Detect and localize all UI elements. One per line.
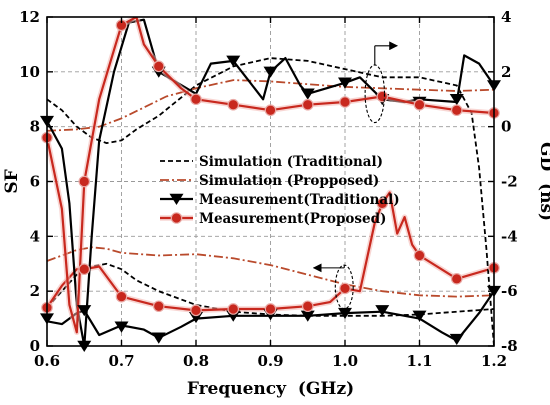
marker-meas_trad_gd bbox=[226, 55, 241, 67]
marker-meas_prop_gd bbox=[78, 175, 91, 188]
marker-meas_prop_sf bbox=[152, 300, 165, 313]
series-markers bbox=[40, 19, 501, 352]
marker-meas_trad_gd bbox=[449, 94, 464, 106]
marker-meas_trad_sf bbox=[151, 332, 166, 344]
marker-meas_prop_gd bbox=[152, 60, 165, 73]
y-axis-right-title: GD (ns) bbox=[536, 142, 550, 221]
marker-meas_prop_gd bbox=[227, 98, 240, 111]
x-axis-title: Frequency (GHz) bbox=[187, 379, 354, 399]
marker-meas_trad_sf bbox=[114, 321, 129, 333]
marker-meas_prop_sf bbox=[264, 303, 277, 315]
legend-label-meas_trad_sf: Measurement(Traditional) bbox=[199, 192, 400, 208]
y-right-tick-label: -8 bbox=[501, 337, 518, 355]
series-line-meas_prop_sf bbox=[47, 191, 494, 312]
marker-meas_trad_sf bbox=[449, 333, 464, 346]
series-line-sim_prop_gd bbox=[47, 79, 494, 132]
x-tick-label: 0.7 bbox=[108, 352, 134, 370]
y-right-tick-label: 0 bbox=[501, 118, 511, 136]
y-left-tick-label: 12 bbox=[19, 8, 40, 26]
marker-meas_prop_gd bbox=[264, 104, 277, 117]
y-left-tick-label: 2 bbox=[30, 282, 40, 300]
y-left-tick-label: 6 bbox=[30, 173, 40, 191]
x-tick-label: 1.0 bbox=[332, 352, 358, 370]
y-left-tick-label: 0 bbox=[30, 337, 40, 355]
marker-meas_prop_sf bbox=[450, 273, 463, 285]
y-right-tick-label: -4 bbox=[501, 227, 518, 245]
marker-meas_prop_gd bbox=[376, 90, 389, 103]
marker-meas_trad_gd bbox=[300, 88, 315, 100]
x-tick-label: 0.8 bbox=[183, 352, 209, 370]
marker-meas_prop_sf bbox=[227, 303, 240, 315]
marker-meas_prop_sf bbox=[339, 282, 351, 295]
y-right-tick-label: 4 bbox=[501, 8, 511, 26]
y-left-tick-label: 8 bbox=[30, 118, 40, 136]
x-tick-label: 1.2 bbox=[481, 352, 507, 370]
series-lines bbox=[47, 17, 494, 346]
y-left-tick-label: 10 bbox=[19, 63, 40, 81]
y-axis-left-title: SF bbox=[2, 169, 22, 193]
marker-meas_trad_gd bbox=[338, 77, 352, 89]
legend: Simulation (Traditional) Simulation (Prop… bbox=[160, 154, 400, 227]
y-right-tick-label: -2 bbox=[501, 173, 518, 191]
marker-meas_trad_sf bbox=[412, 310, 427, 322]
y-right-tick-label: 2 bbox=[501, 63, 511, 81]
marker-meas_prop_gd bbox=[450, 104, 463, 117]
y-right-tick-label: -6 bbox=[501, 282, 518, 300]
annotations bbox=[312, 41, 399, 310]
marker-meas_prop_sf bbox=[413, 249, 426, 262]
x-tick-label: 0.6 bbox=[34, 352, 60, 370]
x-tick-label: 0.9 bbox=[257, 352, 283, 370]
legend-marker-meas_trad_sf bbox=[169, 193, 184, 205]
annotation-ellipse bbox=[364, 64, 386, 124]
marker-meas_prop_sf bbox=[190, 304, 202, 317]
marker-meas_trad_sf bbox=[77, 305, 92, 317]
series-line-sim_trad_gd bbox=[47, 57, 494, 346]
marker-meas_trad_gd bbox=[263, 66, 278, 78]
marker-meas_trad_sf bbox=[375, 305, 390, 317]
marker-meas_trad_sf bbox=[338, 307, 352, 320]
series-line-sim_prop_sf bbox=[47, 246, 494, 298]
y-left-tick-label: 4 bbox=[30, 227, 40, 245]
legend-label-meas_prop_sf: Measurement(Proposed) bbox=[199, 211, 386, 227]
marker-meas_prop_sf bbox=[115, 290, 128, 303]
marker-meas_prop_gd bbox=[190, 93, 202, 106]
legend-marker-meas_prop_sf bbox=[170, 212, 183, 224]
marker-meas_prop_gd bbox=[413, 98, 426, 111]
marker-meas_prop_sf bbox=[78, 263, 91, 276]
marker-meas_prop_gd bbox=[339, 96, 351, 108]
legend-label-sim_prop_sf: Simulation (Propposed) bbox=[199, 173, 379, 189]
legend-label-sim_trad_sf: Simulation (Traditional) bbox=[199, 154, 383, 170]
x-tick-label: 1.1 bbox=[406, 352, 432, 370]
marker-meas_trad_sf bbox=[300, 310, 315, 322]
marker-meas_prop_sf bbox=[301, 300, 314, 313]
marker-meas_prop_sf bbox=[376, 197, 389, 210]
axis-ticks: 0.6 0.7 0.8 0.9 1.0 1.1 1.2 0 2 4 6 8 10 12 -8 -6 -4 -2 0 2… bbox=[19, 8, 518, 370]
marker-meas_prop_gd bbox=[301, 98, 314, 111]
